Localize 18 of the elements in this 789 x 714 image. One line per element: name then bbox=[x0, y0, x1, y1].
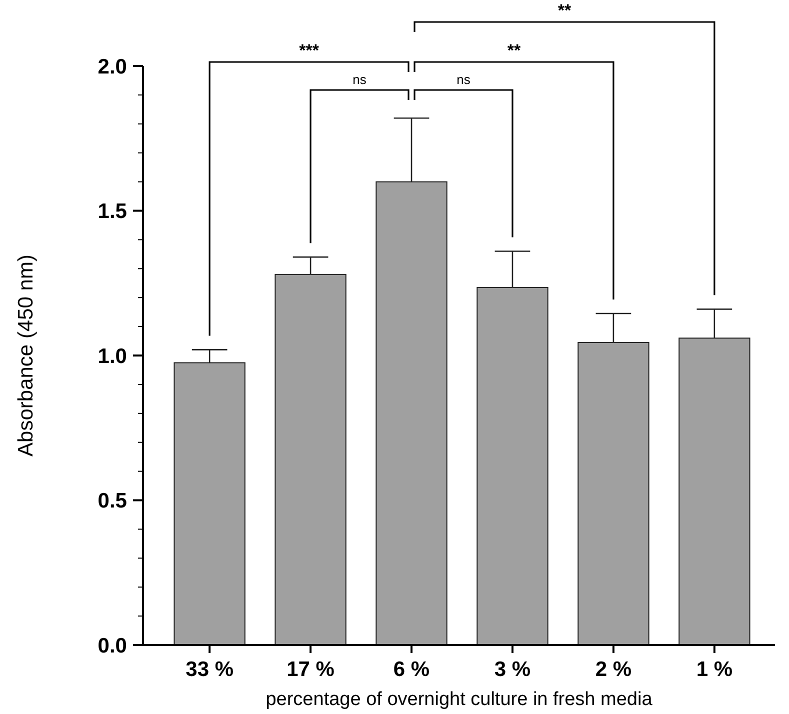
y-tick-label: 0.5 bbox=[98, 490, 128, 513]
text: ** bbox=[558, 1, 572, 20]
text: ** bbox=[507, 41, 521, 60]
x-tick-label: 17 % bbox=[286, 658, 335, 681]
y-tick-label: 2.0 bbox=[98, 55, 127, 78]
annotation: ns bbox=[456, 72, 471, 87]
x-tick-label: 2 % bbox=[595, 658, 632, 681]
y-tick-label: 1.0 bbox=[98, 344, 127, 368]
annotation: ns bbox=[352, 72, 367, 87]
y-tick-label: 1.5 bbox=[98, 200, 128, 224]
x-tick-label: 33 % bbox=[186, 658, 234, 681]
x-axis-title: percentage of overnight culture in fresh media bbox=[266, 689, 653, 710]
x-tick-label: 6 % bbox=[393, 658, 430, 681]
y-tick-label: 0.0 bbox=[98, 634, 127, 658]
text: *** bbox=[299, 41, 320, 60]
x-tick-label: 3 % bbox=[494, 658, 531, 681]
x-tick-label: 1 % bbox=[696, 658, 733, 681]
y-axis-title: Absorbance (450 nm) bbox=[14, 254, 38, 456]
